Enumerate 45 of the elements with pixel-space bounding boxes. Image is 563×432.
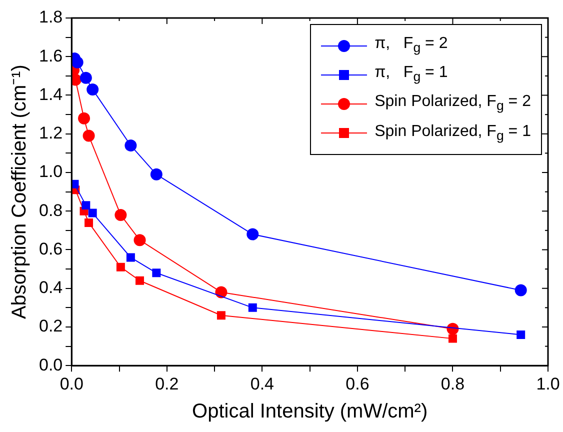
legend-label: π, F$_{g}$ = 1 <box>374 63 448 86</box>
point <box>116 262 125 272</box>
point <box>72 56 84 68</box>
point <box>215 286 228 298</box>
point <box>216 311 226 320</box>
legend-label: Spin Polarized, F$_{g}$ = 2 <box>374 92 531 116</box>
legend-label: π, F$_{g}$ = 2 <box>374 34 448 58</box>
x-tick-label: 0.8 <box>440 374 465 394</box>
point <box>126 253 135 262</box>
point <box>248 303 257 312</box>
point <box>136 276 144 285</box>
y-tick-label: 0.0 <box>38 355 63 374</box>
y-axis-title: Absorption Coefficient (cm⁻¹) <box>8 64 31 320</box>
point <box>516 330 526 339</box>
point <box>124 139 137 152</box>
x-tick-label: 0.6 <box>346 374 370 394</box>
x-axis-title: Optical Intensity (mW/cm²) <box>192 400 428 423</box>
x-tick-label: 0.2 <box>155 374 179 394</box>
point <box>114 208 127 221</box>
legend-label: Spin Polarized, F$_{g}$ = 1 <box>374 122 531 145</box>
y-tick-label: 0.8 <box>38 200 63 220</box>
point <box>82 130 95 142</box>
y-tick-label: 1.4 <box>38 84 63 104</box>
y-tick-label: 0.4 <box>38 278 63 298</box>
point <box>134 234 146 246</box>
point <box>150 168 162 180</box>
y-tick-label: 1.0 <box>38 162 63 182</box>
y-tick-label: 1.8 <box>38 8 63 27</box>
point <box>152 268 161 278</box>
y-tick-label: 1.2 <box>38 124 63 143</box>
point <box>80 72 92 84</box>
point <box>88 208 97 218</box>
y-tick-label: 1.6 <box>38 46 63 66</box>
point <box>246 228 259 240</box>
point <box>514 284 527 296</box>
point <box>78 112 90 124</box>
point <box>84 218 94 227</box>
y-tick-label: 0.2 <box>38 316 63 336</box>
y-tick-label: 0.6 <box>38 239 63 258</box>
point <box>82 201 90 210</box>
x-tick-label: 0.4 <box>250 374 274 394</box>
x-tick-label: 1.0 <box>536 374 560 394</box>
x-tick-label: 0.0 <box>60 374 84 394</box>
point <box>448 334 457 343</box>
point <box>86 83 99 96</box>
